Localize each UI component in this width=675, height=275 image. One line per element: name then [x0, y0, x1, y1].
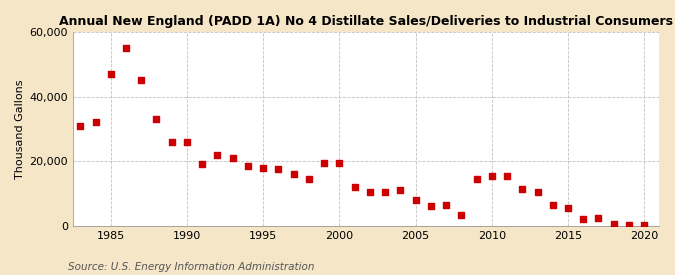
Point	[197, 162, 208, 167]
Point	[441, 203, 452, 207]
Point	[532, 190, 543, 194]
Point	[258, 166, 269, 170]
Point	[380, 190, 391, 194]
Point	[182, 140, 192, 144]
Point	[273, 167, 284, 172]
Point	[212, 153, 223, 157]
Point	[319, 161, 329, 165]
Point	[121, 46, 132, 50]
Point	[227, 156, 238, 160]
Point	[578, 217, 589, 222]
Point	[334, 161, 345, 165]
Point	[364, 190, 375, 194]
Point	[410, 198, 421, 202]
Point	[425, 204, 436, 209]
Point	[456, 212, 466, 217]
Y-axis label: Thousand Gallons: Thousand Gallons	[15, 79, 25, 179]
Point	[487, 174, 497, 178]
Point	[349, 185, 360, 189]
Point	[502, 174, 512, 178]
Point	[547, 203, 558, 207]
Title: Annual New England (PADD 1A) No 4 Distillate Sales/Deliveries to Industrial Cons: Annual New England (PADD 1A) No 4 Distil…	[59, 15, 673, 28]
Point	[624, 223, 634, 227]
Point	[166, 140, 177, 144]
Point	[593, 216, 604, 220]
Point	[90, 120, 101, 125]
Point	[395, 188, 406, 192]
Point	[151, 117, 162, 122]
Point	[242, 164, 253, 168]
Point	[105, 72, 116, 76]
Point	[562, 206, 573, 210]
Point	[288, 172, 299, 176]
Text: Source: U.S. Energy Information Administration: Source: U.S. Energy Information Administ…	[68, 262, 314, 272]
Point	[608, 221, 619, 226]
Point	[75, 123, 86, 128]
Point	[304, 177, 315, 181]
Point	[639, 223, 649, 227]
Point	[471, 177, 482, 181]
Point	[517, 186, 528, 191]
Point	[136, 78, 146, 82]
